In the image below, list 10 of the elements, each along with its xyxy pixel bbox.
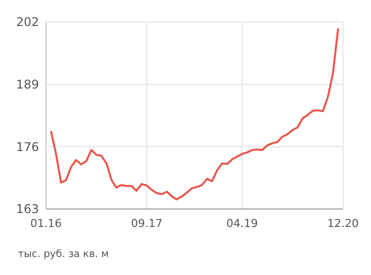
text: тыс. руб. за кв. м [18,249,109,260]
y-tick-label: 176 [16,140,39,154]
x-tick-label: 12.20 [327,217,359,230]
x-tick-label: 04.19 [226,217,258,230]
x-tick-label: 01.16 [30,217,62,230]
x-tick-label: 09.17 [130,217,162,230]
y-tick-label: 163 [16,202,39,216]
y-tick-label: 189 [16,78,39,92]
y-tick-label: 202 [16,15,39,30]
line-series [50,28,340,200]
